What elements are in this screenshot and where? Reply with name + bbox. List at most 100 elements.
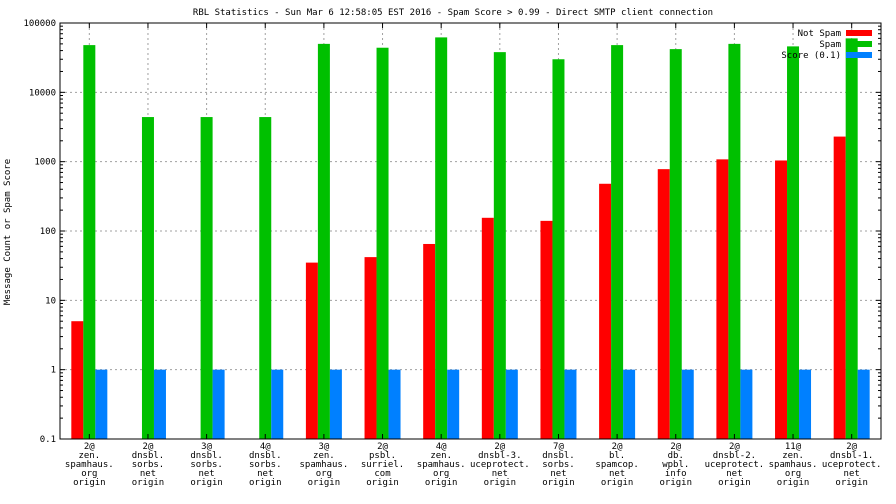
bar bbox=[95, 369, 108, 439]
bars bbox=[71, 37, 870, 440]
bar bbox=[669, 49, 682, 439]
x-tick-label-line: dnsbl. bbox=[132, 451, 165, 461]
x-tick-label-line: psbl. bbox=[369, 451, 396, 461]
x-tick-label-line: dnsbl. bbox=[190, 451, 223, 461]
x-tick-label-line: spamhaus. bbox=[417, 460, 466, 470]
bar bbox=[540, 220, 553, 439]
y-tick-label: 100000 bbox=[23, 19, 56, 29]
grid-lines bbox=[60, 22, 881, 440]
x-tick-label-line: 2@ bbox=[612, 442, 623, 452]
legend-label: Score (0.1) bbox=[781, 51, 841, 61]
x-tick-label-line: 7@ bbox=[553, 442, 564, 452]
x-tick-label: 2@ db. wpbl. info origin bbox=[659, 442, 692, 488]
x-tick-label: 3@ dnsbl. sorbs. net origin bbox=[190, 442, 223, 488]
bar bbox=[505, 369, 518, 439]
bar bbox=[623, 369, 636, 439]
x-tick-label: 2@ bl. spamcop. net origin bbox=[595, 442, 638, 488]
x-tick-label-line: dnsbl. bbox=[542, 451, 575, 461]
bar bbox=[212, 369, 225, 439]
bar bbox=[388, 369, 401, 439]
bar bbox=[716, 159, 729, 439]
legend-label: Not Spam bbox=[798, 29, 841, 39]
x-tick-label-line: origin bbox=[484, 478, 517, 488]
legend-label: Spam bbox=[819, 40, 841, 50]
x-tick-label-line: org bbox=[433, 469, 449, 479]
x-tick-label-line: uceprotect. bbox=[822, 460, 882, 470]
x-tick-label-line: net bbox=[726, 469, 742, 479]
x-tick-label: 2@ dnsbl-2. uceprotect. net origin bbox=[705, 442, 765, 488]
x-tick-label-line: origin bbox=[601, 478, 634, 488]
x-tick-label-line: net bbox=[844, 469, 860, 479]
bar bbox=[857, 369, 870, 439]
x-tick-label-line: dnsbl-2. bbox=[713, 451, 756, 461]
x-tick-label-line: sorbs. bbox=[542, 460, 575, 470]
x-tick-label-line: 2@ bbox=[729, 442, 740, 452]
x-tick-label-line: 3@ bbox=[318, 442, 329, 452]
x-tick-label-line: net bbox=[140, 469, 156, 479]
x-tick-label-line: net bbox=[609, 469, 625, 479]
x-tick-label: 2@ dnsbl-1. uceprotect. net origin bbox=[822, 442, 882, 488]
x-tick-label-line: sorbs. bbox=[190, 460, 223, 470]
y-tick-label: 1000 bbox=[34, 158, 56, 168]
bar bbox=[435, 37, 448, 440]
x-tick-label-line: origin bbox=[777, 478, 810, 488]
legend-swatch bbox=[846, 41, 872, 47]
bar bbox=[799, 369, 812, 439]
bar bbox=[657, 169, 670, 439]
bar bbox=[317, 43, 330, 440]
x-tick-label-line: 2@ bbox=[84, 442, 95, 452]
x-tick-label-line: uceprotect. bbox=[470, 460, 530, 470]
x-tick-label-line: info bbox=[665, 469, 687, 479]
bar bbox=[787, 46, 800, 440]
y-tick-label: 0.1 bbox=[40, 435, 56, 445]
x-tick-label-line: origin bbox=[132, 478, 165, 488]
x-tick-label-line: bl. bbox=[609, 451, 625, 461]
bar bbox=[552, 59, 565, 439]
x-tick-label-line: origin bbox=[425, 478, 458, 488]
y-tick-label: 10000 bbox=[29, 88, 56, 98]
x-tick-label-line: origin bbox=[73, 478, 106, 488]
x-tick-label: 4@ zen. spamhaus. org origin bbox=[417, 442, 466, 488]
x-tick-label-line: spamcop. bbox=[595, 460, 638, 470]
x-tick-label-line: origin bbox=[308, 478, 341, 488]
bar bbox=[71, 321, 84, 439]
x-tick-label: 2@ zen. spamhaus. org origin bbox=[65, 442, 114, 488]
bar bbox=[200, 117, 213, 439]
x-tick-label: 7@ dnsbl. sorbs. net origin bbox=[542, 442, 575, 488]
bar bbox=[740, 369, 753, 439]
bar bbox=[728, 43, 741, 440]
bar bbox=[681, 369, 694, 439]
x-tick-label-line: dnsbl. bbox=[249, 451, 282, 461]
bar bbox=[423, 243, 436, 439]
x-tick-label-line: zen. bbox=[313, 451, 335, 461]
x-tick-label-line: 2@ bbox=[846, 442, 857, 452]
x-tick-label-line: dnsbl-1. bbox=[830, 451, 873, 461]
x-tick-label-line: zen. bbox=[430, 451, 452, 461]
bar bbox=[833, 136, 846, 440]
bar bbox=[845, 38, 858, 440]
x-tick-label-line: origin bbox=[190, 478, 223, 488]
bar bbox=[259, 117, 272, 439]
bar bbox=[305, 262, 318, 439]
bar bbox=[481, 217, 494, 439]
y-axis-label: Message Count or Spam Score bbox=[3, 159, 13, 305]
legend-swatch bbox=[846, 30, 872, 36]
y-tick-label: 100 bbox=[40, 227, 56, 237]
bar bbox=[599, 183, 612, 439]
bar bbox=[364, 257, 377, 439]
x-tick-label-line: origin bbox=[249, 478, 282, 488]
x-tick-label-line: org bbox=[316, 469, 332, 479]
x-tick-label-line: 2@ bbox=[494, 442, 505, 452]
x-tick-label-line: db. bbox=[668, 451, 684, 461]
bar bbox=[376, 47, 389, 440]
x-tick-label-line: surriel. bbox=[361, 460, 404, 470]
x-tick-label-line: origin bbox=[659, 478, 692, 488]
x-tick-label-line: 2@ bbox=[377, 442, 388, 452]
x-tick-label-line: 11@ bbox=[785, 442, 802, 452]
x-tick-label-line: org bbox=[785, 469, 801, 479]
x-tick-label-line: zen. bbox=[78, 451, 100, 461]
y-tick-label: 10 bbox=[45, 296, 56, 306]
